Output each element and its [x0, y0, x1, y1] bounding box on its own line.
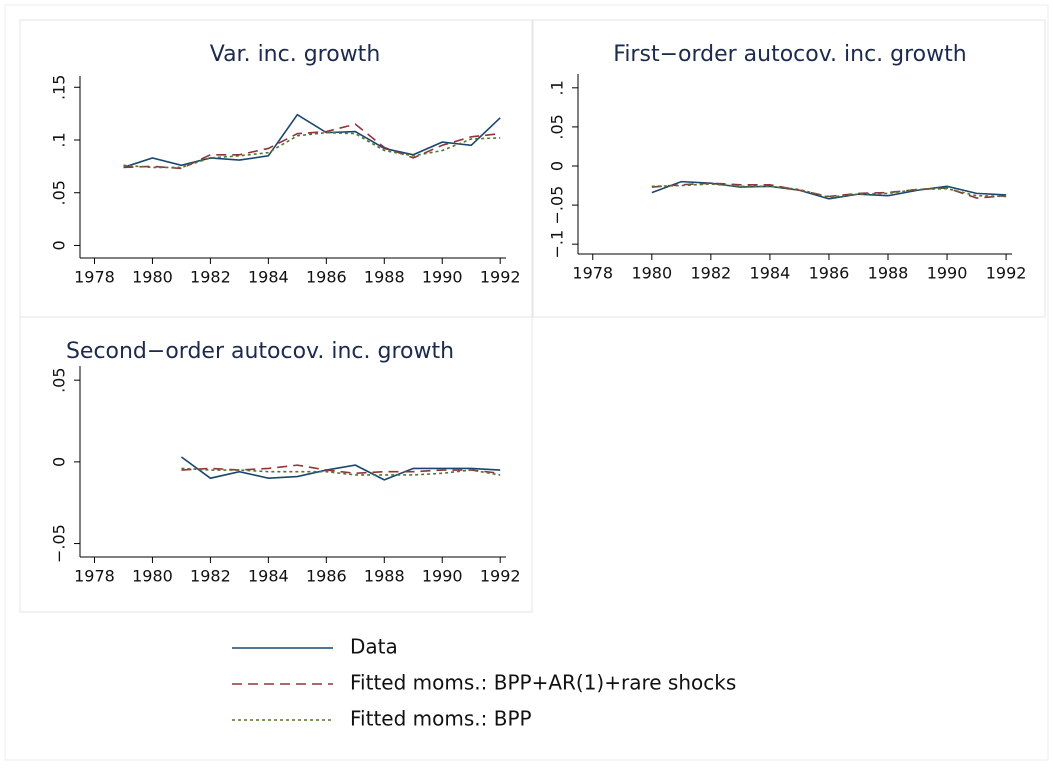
- y-tick-label: −.05: [548, 186, 567, 225]
- x-tick-label: 1986: [306, 268, 347, 287]
- x-tick-label: 1984: [248, 567, 289, 586]
- series-line: [123, 123, 501, 170]
- legend-label: Fitted moms.: BPP+AR(1)+rare shocks: [350, 671, 736, 695]
- x-tick-label: 1990: [927, 264, 968, 283]
- y-tick-label: −.05: [50, 524, 69, 563]
- x-tick-label: 1978: [572, 264, 613, 283]
- figure-border: [4, 4, 1049, 761]
- y-tick-label: .05: [50, 367, 69, 392]
- x-tick-label: 1982: [190, 567, 231, 586]
- chart-title: Var. inc. growth: [210, 42, 381, 67]
- y-tick-label: .15: [50, 75, 69, 100]
- x-tick-label: 1984: [750, 264, 791, 283]
- x-tick-label: 1988: [364, 268, 405, 287]
- x-tick-label: 1988: [364, 567, 405, 586]
- y-tick-label: 0: [50, 457, 69, 467]
- x-tick-label: 1978: [74, 567, 115, 586]
- x-tick-label: 1992: [480, 567, 521, 586]
- y-tick-label: .05: [548, 114, 567, 139]
- series-line: [123, 113, 501, 169]
- y-tick-label: −.1: [548, 230, 567, 259]
- x-tick-label: 1982: [690, 264, 731, 283]
- series-line: [651, 182, 1007, 199]
- series-line: [181, 467, 501, 476]
- x-tick-label: 1992: [480, 268, 521, 287]
- x-tick-label: 1992: [986, 264, 1027, 283]
- series-line: [180, 456, 501, 481]
- y-tick-label: .1: [50, 132, 69, 147]
- legend-label: Data: [350, 635, 398, 659]
- x-tick-label: 1978: [74, 268, 115, 287]
- y-tick-label: .1: [548, 80, 567, 95]
- legend-label: Fitted moms.: BPP: [350, 707, 532, 731]
- x-tick-label: 1980: [132, 567, 173, 586]
- x-tick-label: 1990: [422, 268, 463, 287]
- series-line: [181, 464, 501, 475]
- panel-border: [532, 19, 1046, 318]
- x-tick-label: 1980: [132, 268, 173, 287]
- series-line: [651, 180, 1007, 200]
- series-line: [123, 131, 501, 169]
- x-tick-label: 1980: [631, 264, 672, 283]
- chart-title: Second−order autocov. inc. growth: [66, 339, 454, 364]
- x-tick-label: 1986: [809, 264, 850, 283]
- y-tick-label: 0: [50, 240, 69, 250]
- y-tick-label: 0: [548, 161, 567, 171]
- panel-border: [19, 316, 533, 613]
- x-tick-label: 1988: [868, 264, 909, 283]
- x-tick-label: 1982: [190, 268, 231, 287]
- x-tick-label: 1990: [422, 567, 463, 586]
- x-tick-label: 1984: [248, 268, 289, 287]
- chart-title: First−order autocov. inc. growth: [613, 42, 966, 67]
- y-tick-label: .05: [50, 180, 69, 205]
- x-tick-label: 1986: [306, 567, 347, 586]
